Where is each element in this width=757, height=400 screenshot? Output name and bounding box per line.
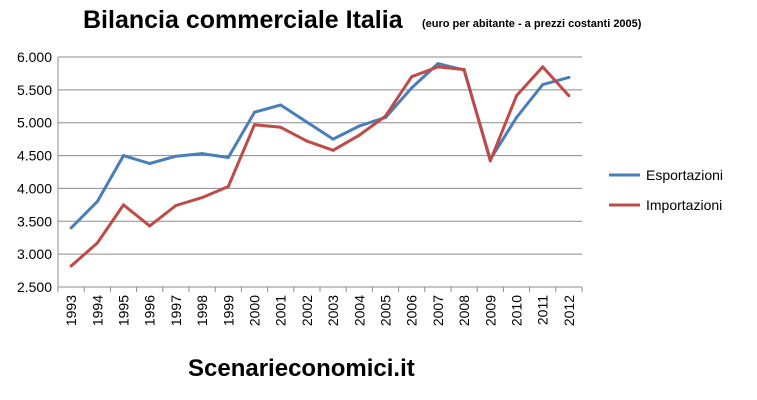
x-tick-label: 2006: [404, 295, 420, 326]
x-tick-label: 2010: [509, 295, 525, 326]
x-tick-label: 2001: [273, 295, 289, 326]
x-tick-label: 1997: [168, 295, 184, 326]
data-point-esportazioni: [95, 200, 99, 204]
x-tick-label: 2005: [378, 295, 394, 326]
data-point-esportazioni: [436, 62, 440, 66]
data-point-importazioni: [462, 67, 466, 71]
x-axis-ticks: 1993 1994 1995 1996 1997 1998 1999 2000 2001 2002…: [57, 287, 583, 326]
y-tick-label: 5.000: [17, 115, 52, 131]
data-point-importazioni: [174, 204, 178, 208]
data-point-importazioni: [436, 65, 440, 69]
x-tick-label: 1998: [194, 295, 210, 326]
y-axis-ticks: 2.500 3.000 3.500 4.000 4.500 5.000 5.500 6.000: [17, 49, 52, 295]
footer-site-name: Scenarieconomici.it: [188, 355, 415, 382]
y-tick-label: 6.000: [17, 49, 52, 65]
data-point-importazioni: [331, 148, 335, 152]
data-point-esportazioni: [357, 124, 361, 128]
chart-title: Bilancia commerciale Italia: [83, 6, 404, 34]
y-tick-label: 4.000: [17, 180, 52, 196]
data-point-esportazioni: [279, 103, 283, 107]
y-tick-label: 2.500: [17, 279, 52, 295]
data-point-importazioni: [305, 139, 309, 143]
data-point-importazioni: [226, 184, 230, 188]
x-tick-label: 2004: [351, 295, 367, 326]
gridlines: [57, 56, 582, 288]
data-point-esportazioni: [515, 115, 518, 119]
data-point-esportazioni: [305, 120, 309, 124]
data-point-esportazioni: [541, 83, 545, 87]
data-point-esportazioni: [410, 86, 414, 90]
x-tick-label: 2011: [535, 295, 551, 325]
chart-subtitle: (euro per abitante - a prezzi costanti 2…: [422, 18, 642, 30]
data-point-importazioni: [279, 125, 283, 129]
x-tick-label: 1999: [220, 295, 236, 326]
data-point-esportazioni: [567, 75, 571, 79]
data-point-importazioni: [515, 94, 518, 98]
x-tick-label: 1993: [63, 295, 79, 326]
data-point-importazioni: [357, 133, 361, 137]
x-tick-label: 1994: [89, 295, 105, 326]
x-tick-label: 1995: [116, 295, 132, 326]
x-tick-label: 2007: [430, 295, 446, 326]
data-point-importazioni: [148, 224, 152, 228]
y-tick-label: 3.500: [17, 213, 52, 229]
x-tick-label: 2008: [456, 295, 472, 326]
data-point-importazioni: [122, 203, 125, 207]
legend-label-importazioni: Importazioni: [646, 197, 722, 213]
data-point-esportazioni: [226, 156, 230, 160]
data-point-importazioni: [69, 264, 73, 268]
data-point-importazioni: [384, 114, 387, 118]
data-point-esportazioni: [200, 152, 204, 156]
x-tick-label: 1996: [142, 295, 158, 326]
legend-label-esportazioni: Esportazioni: [646, 167, 723, 183]
x-tick-label: 2009: [482, 295, 498, 326]
data-point-esportazioni: [69, 226, 73, 230]
x-tick-label: 2000: [247, 295, 263, 326]
data-point-importazioni: [410, 75, 414, 79]
data-point-esportazioni: [174, 154, 178, 158]
x-tick-label: 2002: [299, 295, 315, 326]
data-point-esportazioni: [148, 161, 152, 165]
data-point-esportazioni: [331, 137, 335, 141]
x-tick-label: 2012: [561, 295, 577, 326]
series-line-importazioni: [70, 65, 571, 268]
legend: Esportazioni Importazioni: [609, 167, 723, 213]
data-point-importazioni: [567, 94, 571, 98]
data-point-importazioni: [541, 65, 545, 69]
data-point-importazioni: [253, 123, 256, 127]
x-tick-label: 2003: [325, 295, 341, 326]
data-point-esportazioni: [122, 154, 125, 158]
data-point-esportazioni: [253, 110, 256, 114]
data-point-importazioni: [200, 196, 204, 200]
series-lines: [69, 62, 571, 268]
y-tick-label: 5.500: [17, 82, 52, 98]
data-point-importazioni: [95, 241, 99, 245]
y-tick-label: 3.000: [17, 246, 52, 262]
data-point-importazioni: [488, 159, 492, 163]
y-tick-label: 4.500: [17, 148, 52, 164]
